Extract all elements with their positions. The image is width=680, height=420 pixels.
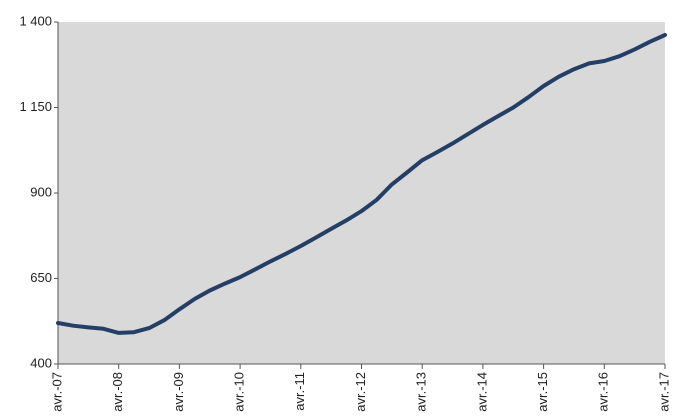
y-tick-label: 1 150	[19, 99, 52, 114]
x-tick-label: avr.-14	[474, 372, 489, 412]
x-tick-label: avr.-11	[292, 372, 307, 411]
x-tick-label: avr.-08	[110, 372, 125, 412]
x-tick-label: avr.-13	[414, 372, 429, 412]
x-tick-label: avr.-16	[596, 372, 611, 412]
data-line	[56, 33, 667, 335]
x-tick-label: avr.-17	[656, 372, 671, 412]
y-tick-label: 900	[30, 184, 52, 199]
plot-area	[58, 22, 665, 364]
x-tick-label: avr.-09	[171, 372, 186, 412]
x-tick-label: avr.-10	[232, 372, 247, 412]
x-tick-label: avr.-07	[49, 372, 64, 412]
x-tick-label: avr.-12	[353, 372, 368, 412]
y-tick-label: 1 400	[19, 13, 52, 28]
y-tick-label: 650	[30, 270, 52, 285]
x-tick-label: avr.-15	[535, 372, 550, 412]
y-tick-label: 400	[30, 355, 52, 370]
